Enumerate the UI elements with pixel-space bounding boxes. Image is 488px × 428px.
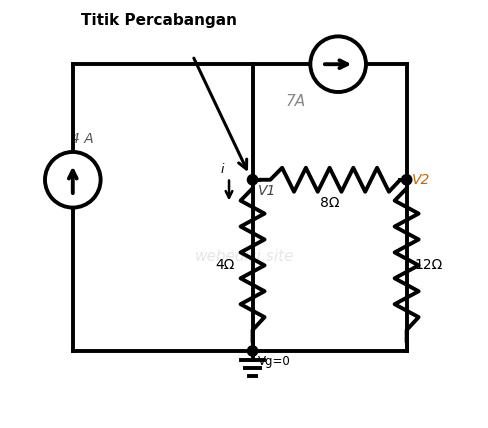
Circle shape [402,175,412,185]
Text: V1: V1 [258,184,276,198]
Text: 4Ω: 4Ω [215,259,235,272]
Text: 4 A: 4 A [71,131,93,146]
Text: V2: V2 [412,173,430,187]
Text: i: i [221,163,224,176]
Text: webedisi.site: webedisi.site [194,249,294,265]
Text: Vg=0: Vg=0 [258,355,290,368]
Circle shape [247,346,258,356]
Circle shape [45,152,101,208]
Circle shape [247,175,258,185]
Circle shape [310,36,366,92]
Text: 12Ω: 12Ω [414,259,443,272]
Text: Titik Percabangan: Titik Percabangan [81,13,237,28]
Text: 7A: 7A [286,94,306,109]
Text: 8Ω: 8Ω [320,196,339,210]
